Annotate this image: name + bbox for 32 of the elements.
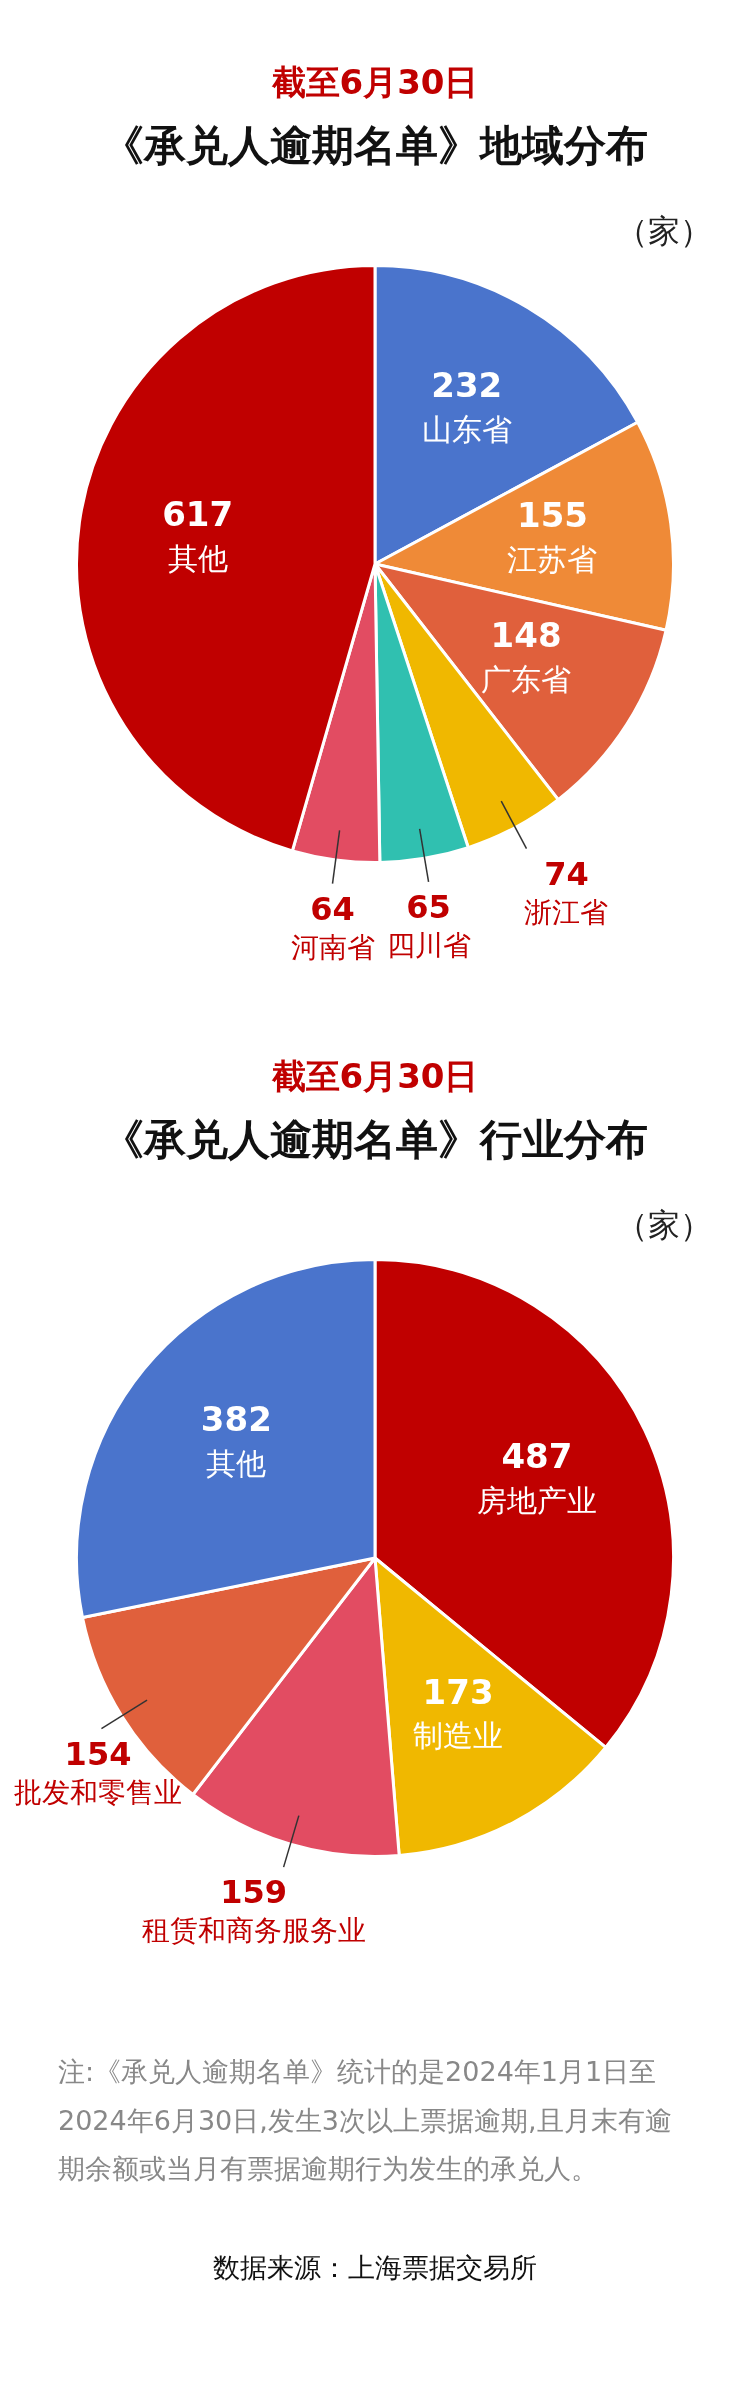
chart-subtitle: 截至6月30日 bbox=[270, 1055, 480, 1098]
data-label: 232 bbox=[431, 365, 503, 406]
data-label: 173 bbox=[422, 1671, 494, 1712]
data-label: 487 bbox=[501, 1436, 573, 1477]
slice-label: 房地产业 bbox=[476, 1483, 597, 1519]
source-note: 数据来源：上海票据交易所 bbox=[212, 2250, 538, 2285]
chart-title: 《承兑人逾期名单》行业分布 bbox=[101, 1114, 649, 1166]
data-label: 155 bbox=[516, 494, 588, 535]
data-label: 382 bbox=[200, 1399, 272, 1440]
text: （家） bbox=[615, 211, 712, 252]
chart-title: 《承兑人逾期名单》地域分布 bbox=[101, 120, 649, 172]
text: 注:《承兑人逾期名单》统计的是2024年1月1日至2024年6月30日,发生3次以上票据逾期,且月末有逾期余额或当月有票据逾期行为发生的承兑人。 bbox=[58, 2055, 673, 2187]
data-label: 159 bbox=[220, 1873, 287, 1912]
slice-label: 租赁和商务服务业 bbox=[141, 1914, 366, 1948]
slice-label: 其他 bbox=[206, 1446, 267, 1482]
slice-label: 制造业 bbox=[413, 1718, 504, 1754]
data-label: 154 bbox=[64, 1734, 132, 1773]
text: （家） bbox=[615, 1205, 712, 1246]
data-label: 148 bbox=[490, 615, 562, 656]
slice-label: 其他 bbox=[167, 540, 228, 576]
slice-label: 山东省 bbox=[421, 411, 512, 447]
slice-label: 四川省 bbox=[386, 929, 471, 963]
slice-label: 浙江省 bbox=[524, 895, 609, 929]
data-label: 64 bbox=[310, 889, 355, 928]
chart-subtitle: 截至6月30日 bbox=[270, 61, 480, 104]
data-label: 617 bbox=[162, 493, 234, 534]
slice-label: 批发和零售业 bbox=[14, 1775, 182, 1809]
data-label: 65 bbox=[406, 888, 451, 927]
slice-label: 江苏省 bbox=[507, 541, 598, 577]
slice-label: 广东省 bbox=[481, 661, 572, 697]
slice-label: 河南省 bbox=[290, 930, 375, 964]
data-label: 74 bbox=[544, 854, 589, 893]
